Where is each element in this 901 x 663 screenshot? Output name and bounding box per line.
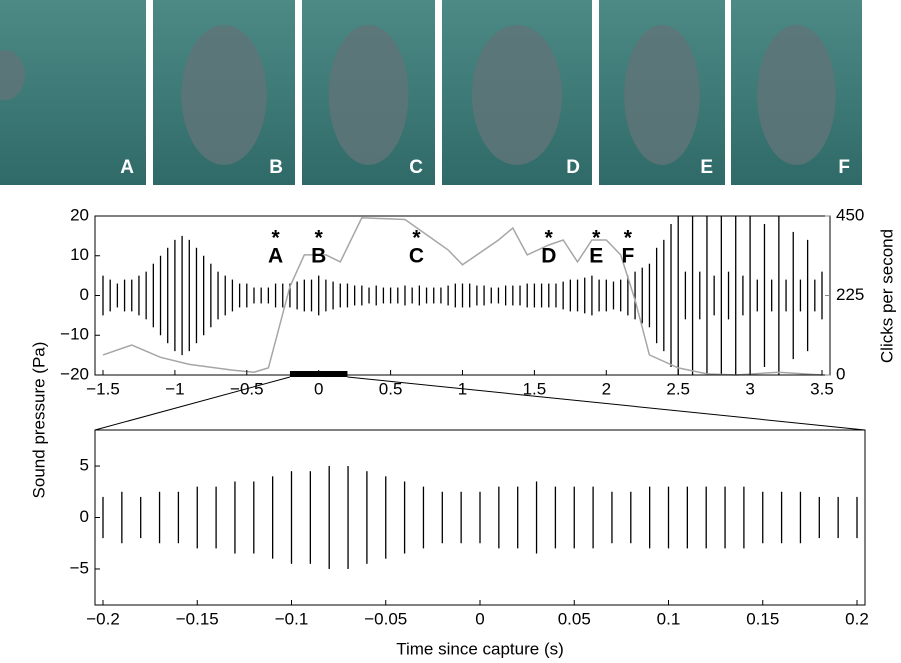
dolphin	[624, 25, 700, 165]
y-tick-label: 5	[80, 456, 89, 475]
photo-label: D	[566, 157, 580, 178]
click-rate-line	[102, 217, 823, 376]
y-tick-label: 10	[70, 245, 89, 264]
annotation-label: C	[409, 245, 424, 268]
annotation-marker: *	[271, 227, 280, 250]
x-tick-label: −0.05	[364, 609, 407, 628]
photo-label: C	[409, 157, 423, 178]
x-tick-label: 0.15	[746, 609, 779, 628]
chart: −1.5−1−0.500.511.522.533.5−20−1001020022…	[29, 205, 896, 498]
photo: E	[599, 0, 725, 185]
photo: F	[731, 0, 862, 185]
annotation-marker: *	[592, 227, 601, 250]
y2-tick-label: 0	[836, 364, 845, 383]
annotation-label: B	[311, 245, 326, 268]
x-tick-label: 0.1	[657, 609, 681, 628]
y2-axis-label: Clicks per second	[877, 229, 896, 363]
photo-background	[0, 0, 146, 185]
y-tick-label: −20	[60, 364, 89, 383]
photo-label: F	[838, 157, 850, 178]
x-tick-label: 2.5	[666, 379, 690, 398]
photo: B	[153, 0, 295, 185]
photo-label: A	[120, 157, 134, 178]
y-tick-label: −10	[60, 325, 89, 344]
photo: A	[0, 0, 146, 185]
x-tick-label: −0.1	[275, 609, 309, 628]
x-tick-label: −1.5	[86, 379, 120, 398]
x-axis-label: Time since capture (s)	[396, 639, 564, 658]
x-tick-label: 0.05	[558, 609, 591, 628]
annotation-label: F	[621, 245, 634, 268]
zoom-range	[289, 371, 348, 377]
photo-label: E	[700, 157, 713, 178]
dolphin	[328, 25, 409, 165]
x-tick-label: 2	[602, 379, 611, 398]
annotation-label: E	[589, 245, 603, 268]
photo: C	[302, 0, 435, 185]
zoom-connector	[94, 376, 291, 431]
annotation-marker: *	[412, 227, 421, 250]
annotation-marker: *	[545, 227, 554, 250]
dolphin	[472, 25, 562, 165]
x-tick-label: 0	[475, 609, 484, 628]
y2-tick-label: 225	[836, 285, 864, 304]
x-tick-label: 0.2	[845, 609, 869, 628]
dolphin	[181, 25, 267, 165]
charts: −1.5−1−0.500.511.522.533.5−20−1001020022…	[29, 205, 896, 658]
x-tick-label: 0	[314, 379, 323, 398]
annotation-marker: *	[624, 227, 633, 250]
y-tick-label: 0	[80, 285, 89, 304]
x-tick-label: 3.5	[810, 379, 834, 398]
y2-tick-label: 450	[836, 205, 864, 224]
photo-strip: A B C D E F	[0, 0, 862, 185]
x-tick-label: 1.5	[523, 379, 547, 398]
dolphin	[757, 25, 836, 165]
chart: −0.2 −0.15 −0.1 −0.05 0 0.05 0.1 0.15 0.2 −5 0 5 Tim…	[70, 429, 869, 658]
x-tick-label: −1	[165, 379, 184, 398]
y-tick-label: −5	[70, 558, 89, 577]
y-tick-label: 20	[70, 205, 89, 224]
y-tick-label: 0	[80, 507, 89, 526]
x-tick-label: −0.15	[176, 609, 219, 628]
photo-label: B	[269, 157, 283, 178]
annotation-marker: *	[315, 227, 324, 250]
x-tick-label: 3	[745, 379, 754, 398]
annotation-label: A	[268, 245, 283, 268]
photo: D	[442, 0, 592, 185]
dolphin	[0, 50, 25, 100]
x-tick-label: 0.5	[379, 379, 403, 398]
annotation-label: D	[541, 245, 556, 268]
y-axis-label: Sound pressure (Pa)	[29, 342, 48, 499]
zoom-connector	[347, 376, 866, 431]
x-tick-label: −0.2	[86, 609, 120, 628]
